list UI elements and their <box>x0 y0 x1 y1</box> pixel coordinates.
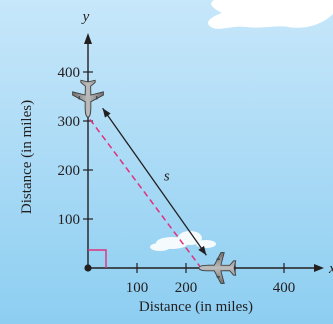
distance-s-label: s <box>164 169 170 185</box>
x-axis-tick-labels: 100 200 400 <box>126 280 296 296</box>
y-axis-tick-labels: 100 200 300 400 <box>58 65 81 228</box>
dashed-flight-path <box>89 118 201 267</box>
x-axis-title: Distance (in miles) <box>139 299 253 315</box>
y-tick-label: 400 <box>58 65 81 81</box>
x-axis-arrow <box>314 264 324 272</box>
y-tick-label: 200 <box>58 163 81 179</box>
x-tick-label: 400 <box>273 280 296 296</box>
distance-s-arrowhead-bottom <box>198 245 207 256</box>
distance-s-line <box>102 107 207 256</box>
y-tick-label: 300 <box>58 114 81 130</box>
x-tick-label: 100 <box>126 280 149 296</box>
y-variable-label: y <box>81 9 90 25</box>
distance-s-arrowhead-top <box>102 108 111 118</box>
y-tick-label: 100 <box>58 212 81 228</box>
y-axis-arrow <box>84 33 92 44</box>
airplane-icon <box>72 79 104 118</box>
y-axis-title: Distance (in miles) <box>19 100 35 214</box>
airplane-icon <box>198 252 237 284</box>
cloud-top-right <box>208 0 333 29</box>
origin-point <box>84 264 92 272</box>
right-angle-marker <box>88 249 107 268</box>
x-variable-label: x <box>328 261 333 277</box>
x-tick-label: 200 <box>175 280 198 296</box>
